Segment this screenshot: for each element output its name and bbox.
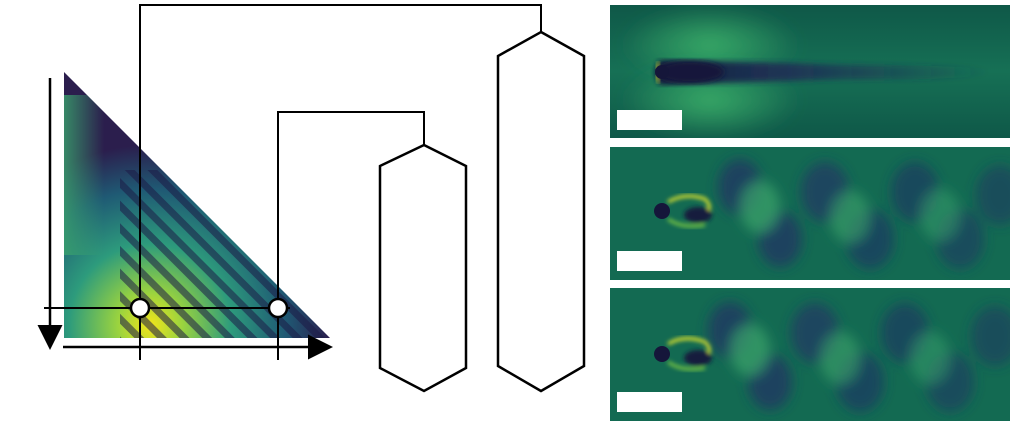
connector-to-short-vessel bbox=[277, 111, 425, 308]
marker-2 bbox=[267, 297, 289, 319]
tall-vessel bbox=[496, 30, 586, 393]
scale-bar bbox=[617, 392, 682, 412]
schematic bbox=[37, 4, 586, 393]
flow-panel-steady bbox=[610, 5, 1010, 138]
scale-bar bbox=[617, 110, 682, 130]
flow-panel-vortex-1 bbox=[610, 147, 1010, 280]
short-vessel bbox=[378, 143, 468, 393]
marker-1 bbox=[129, 297, 151, 319]
triangular-parameter-map bbox=[64, 72, 330, 338]
scale-bar bbox=[617, 251, 682, 271]
connector-lines bbox=[44, 4, 542, 360]
connector-to-tall-vessel bbox=[139, 4, 542, 308]
flow-panel-vortex-2 bbox=[610, 288, 1010, 421]
